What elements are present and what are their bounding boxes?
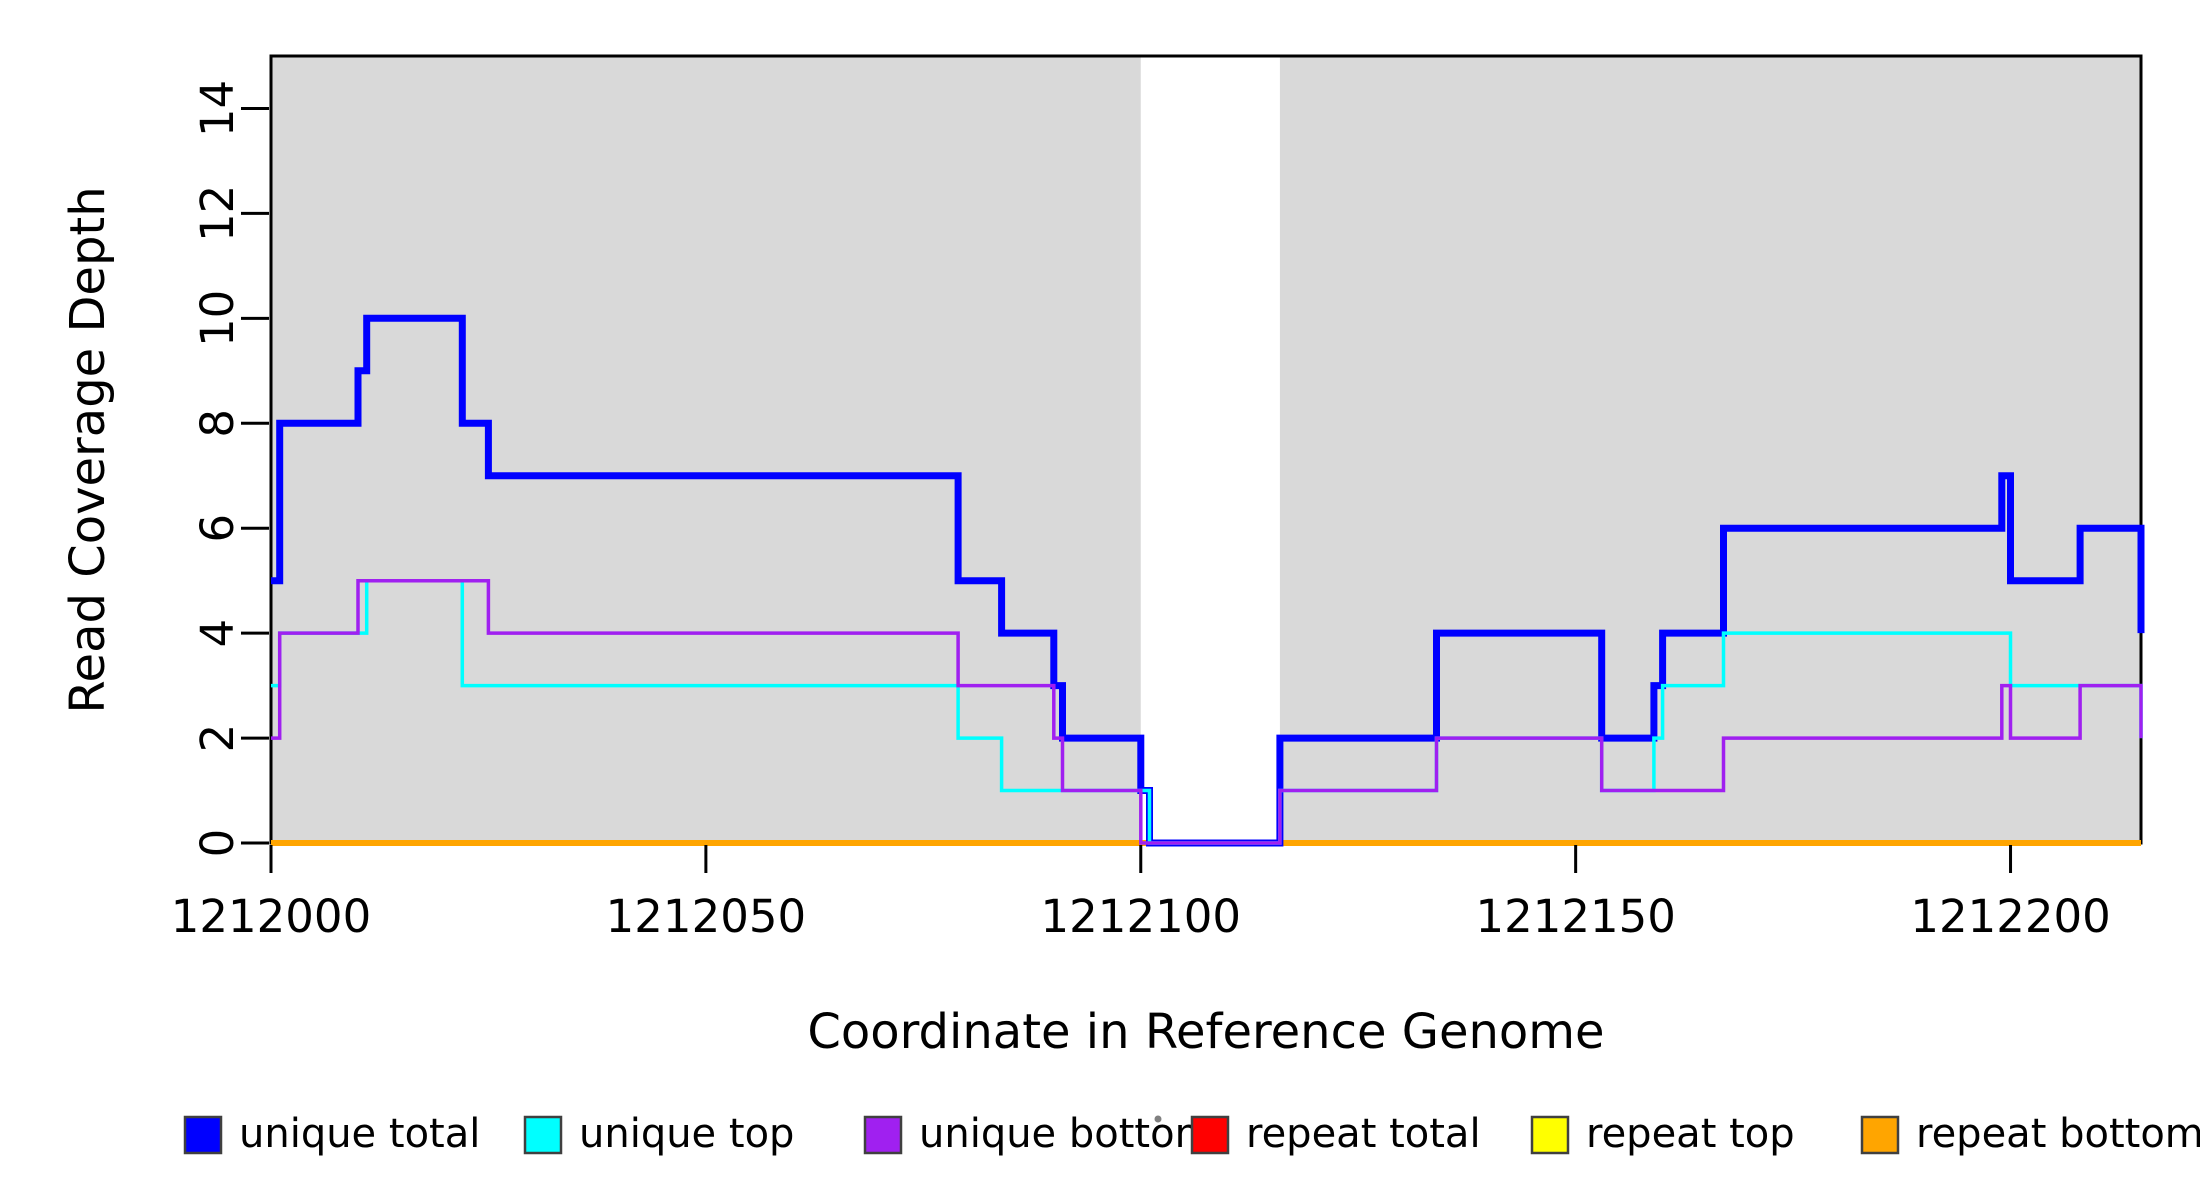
y-tick-label: 12: [191, 185, 244, 242]
y-tick-label: 4: [191, 619, 244, 648]
legend-swatch-repeat-top: [1530, 1115, 1570, 1155]
y-tick-label: 0: [191, 829, 244, 858]
legend-swatch-unique-total: [183, 1115, 223, 1155]
x-axis: 1212000 1212050 1212100 1212150 1212200: [171, 845, 2111, 943]
x-tick-label: 1212200: [1910, 890, 2110, 943]
shaded-region: [271, 56, 1141, 843]
x-tick-label: 1212100: [1041, 890, 1241, 943]
series-layer: [271, 314, 2145, 847]
y-tick-label: 14: [191, 80, 244, 137]
x-tick-label: 1212000: [171, 890, 371, 943]
stray-dot: [1154, 1115, 1162, 1123]
x-tick-label: 1212150: [1475, 890, 1675, 943]
y-axis: 0 2 4 6 8 10 12 14: [191, 80, 269, 857]
legend-swatch-unique-top: [523, 1115, 563, 1155]
legend-label-repeat-bottom: repeat bottom: [1916, 1111, 2200, 1157]
y-axis-title: Read Coverage Depth: [60, 186, 116, 713]
legend: unique total unique top unique bottom repea…: [183, 1111, 2200, 1157]
shaded-unique-regions: [271, 56, 2141, 843]
legend-swatch-repeat-bottom: [1860, 1115, 1900, 1155]
y-tick-label: 8: [191, 409, 244, 438]
y-tick-label: 2: [191, 724, 244, 753]
legend-label-unique-top: unique top: [579, 1111, 794, 1157]
legend-label-repeat-total: repeat total: [1246, 1111, 1481, 1157]
series-unique-bottom-line: [271, 578, 2143, 845]
legend-label-unique-bottom: unique bottom: [919, 1111, 1214, 1157]
legend-swatch-repeat-total: [1190, 1115, 1230, 1155]
y-tick-label: 6: [191, 514, 244, 543]
x-tick-label: 1212050: [606, 890, 806, 943]
shaded-region: [1279, 56, 2141, 843]
x-axis-title: Coordinate in Reference Genome: [807, 1004, 1604, 1060]
legend-label-repeat-top: repeat top: [1586, 1111, 1795, 1157]
y-tick-label: 10: [191, 290, 244, 347]
legend-label-unique-total: unique total: [239, 1111, 480, 1157]
legend-swatch-unique-bottom: [863, 1115, 903, 1155]
